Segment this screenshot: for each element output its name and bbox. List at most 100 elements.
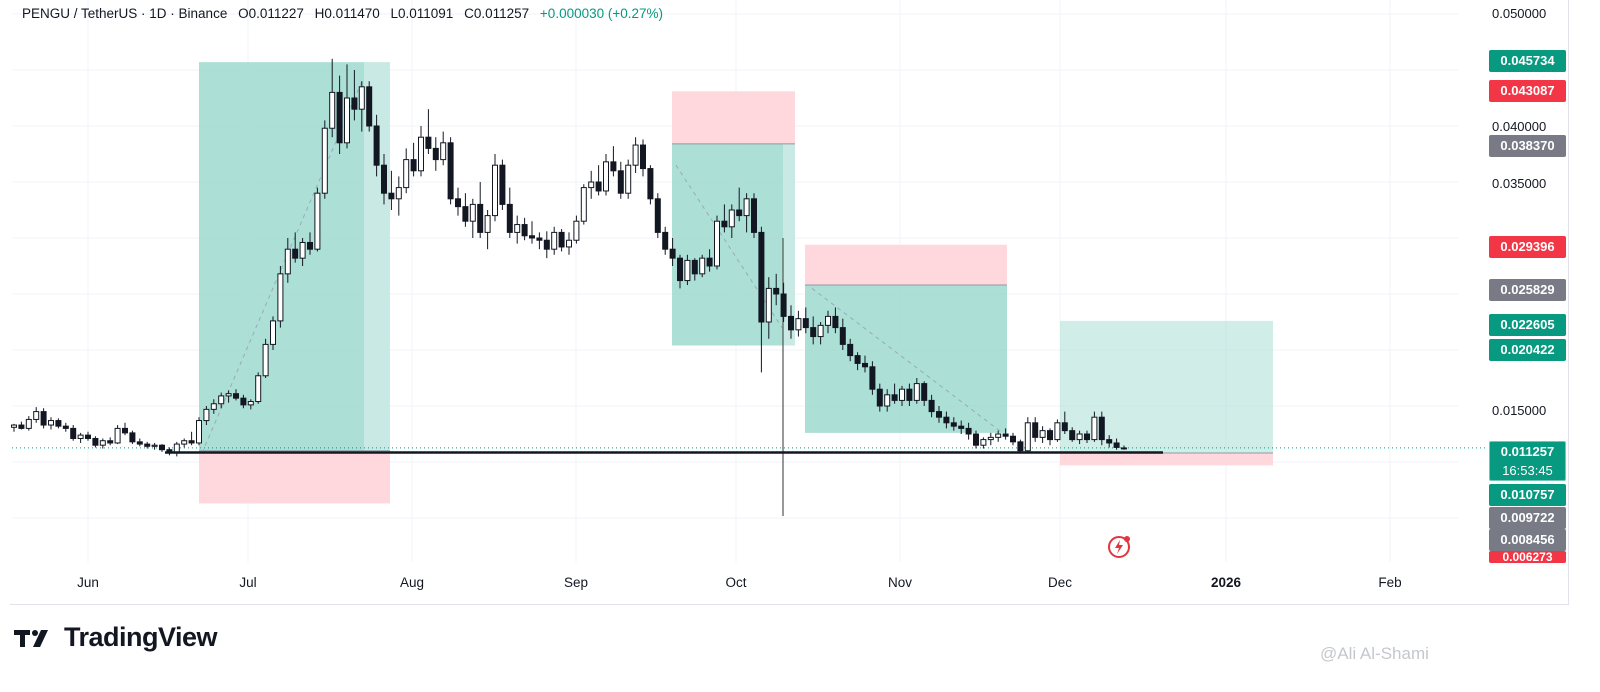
candle-body [329,91,336,129]
time-tick: Jul [239,575,257,590]
candle-body [536,237,543,241]
candle-body [210,403,217,410]
candle-body [144,443,151,447]
flash-icon[interactable] [1106,532,1134,560]
price-tick: 0.015000 [1492,403,1547,418]
chart-pane[interactable] [10,0,1569,605]
candle-body [1106,439,1113,444]
symbol-label[interactable]: PENGU / TetherUS · 1D · Binance [22,6,228,21]
candle-body [936,411,942,418]
candle-body [1032,422,1039,438]
candle-body [425,136,432,149]
candle-body [151,444,158,447]
candle-body [351,97,358,110]
candle-body [159,444,165,451]
candle-body [1039,430,1046,438]
candle-body [336,91,343,144]
price-tag: 0.043087 [1489,80,1566,102]
stop-loss-zone [199,450,390,504]
candle-body [33,411,40,420]
candle-body [817,324,824,338]
candle-body [233,393,239,399]
time-tick: 2026 [1210,575,1242,590]
price-tag: 0.022605 [1489,314,1566,336]
candle-body [107,440,114,444]
candle-body [469,203,476,222]
candle-body [854,355,861,364]
candle-body [654,198,661,233]
candle-body [1024,422,1031,452]
candle-body [129,432,136,443]
candle-body [136,441,143,445]
candle-body [381,164,387,194]
candle-body [418,136,424,172]
candle-body [603,161,609,192]
candle-body [262,343,269,377]
candle-body [484,215,491,233]
candle-body [462,206,469,222]
candle-body [388,192,395,200]
candle-body [203,408,210,422]
candle-body [699,257,706,275]
candle-body [11,424,17,428]
tradingview-logo[interactable]: TradingView [14,622,218,653]
candle-body [521,224,528,237]
candle-body [736,209,743,217]
candle-body [913,383,920,401]
candle-body [721,220,728,228]
candle-body [714,220,720,267]
candle-body [640,144,646,170]
candle-body [706,257,713,267]
candle-body [610,161,617,172]
price-tick: 0.040000 [1492,119,1547,134]
candle-body [751,198,757,233]
candle-body [588,181,595,189]
candle-body [1121,447,1127,450]
candle-body [625,164,632,194]
last-price: 0.011257 [1500,444,1555,459]
candle-body [240,397,247,406]
candle-body [432,147,439,161]
candle-body [566,239,572,248]
tradingview-logo-icon [14,629,48,647]
candle-body [299,241,306,259]
time-tick: Feb [1378,575,1402,590]
candle-body [810,327,817,338]
candle-body [677,257,683,282]
candle-body [1017,441,1024,452]
candle-body [595,181,602,192]
price-tag: 0.006273 [1489,551,1566,563]
candle-body [580,187,587,222]
candle-body [965,427,972,435]
candle-body [99,440,106,446]
candle-body [973,433,979,446]
candle-body [662,231,669,250]
candle-body [1054,422,1061,441]
take-profit-zone [672,143,795,346]
candle-body [1069,430,1076,441]
candle-body [506,203,513,233]
candle-body [92,437,99,446]
candle-body [691,259,698,275]
logo-text: TradingView [64,622,218,652]
candle-body [70,427,77,439]
candle-body [529,235,535,239]
candle-body [788,315,794,331]
candle-body [743,198,750,217]
candle-body [632,144,639,166]
candle-body [899,388,905,401]
candle-body [847,343,854,357]
candle-body [876,388,883,407]
price-tag: 0.038370 [1489,135,1566,157]
candle-body [773,287,780,295]
candle-body [684,259,691,282]
candle-body [18,424,25,429]
candle-body [980,439,987,446]
candle-body [795,318,802,331]
candle-body [284,248,291,275]
candle-body [1113,442,1120,448]
candle-body [780,293,787,317]
price-tag: 0.045734 [1489,50,1566,72]
candle-body [943,416,950,424]
